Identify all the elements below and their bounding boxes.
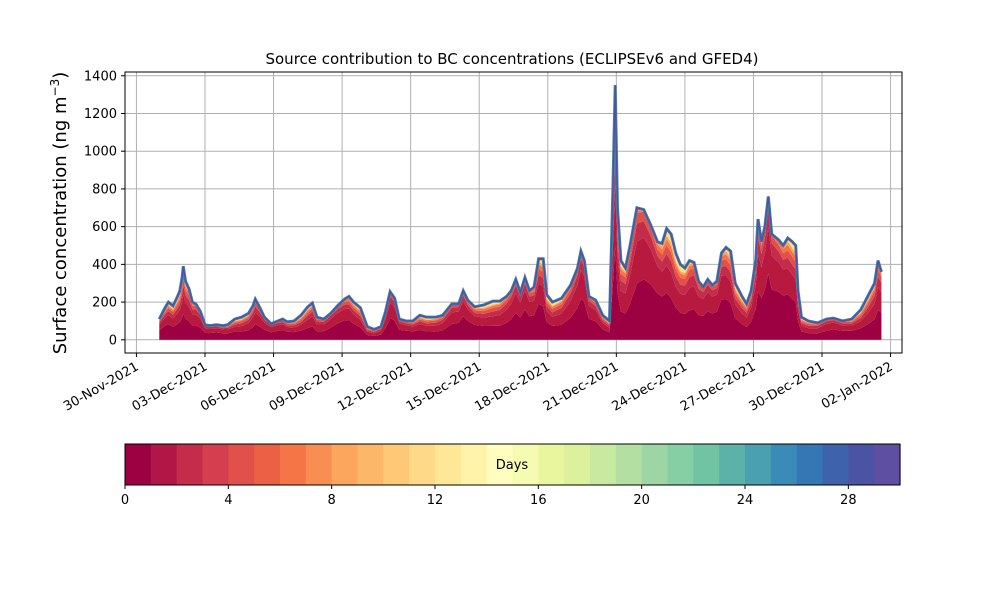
area-layer	[159, 246, 882, 340]
colorbar-segment	[564, 444, 591, 485]
colorbar-segment	[641, 444, 669, 485]
colorbar-segment	[202, 444, 229, 485]
x-axis: 30-Nov-202103-Dec-202106-Dec-202109-Dec-…	[61, 353, 896, 415]
x-tick-label: 03-Dec-2021	[130, 359, 210, 414]
x-tick-label: 30-Nov-2021	[61, 359, 141, 414]
y-tick-label: 600	[92, 220, 117, 235]
colorbar-segment	[615, 444, 643, 485]
x-tick-label: 24-Dec-2021	[610, 359, 690, 414]
x-tick-label: 09-Dec-2021	[267, 359, 347, 414]
x-tick-label: 30-Dec-2021	[747, 359, 827, 414]
colorbar-segment	[745, 444, 772, 485]
colorbar-segment	[822, 444, 849, 485]
colorbar-frame	[124, 443, 901, 486]
y-tick-label: 400	[92, 258, 117, 273]
colorbar-segment	[435, 444, 462, 485]
colorbar-segment	[486, 444, 514, 485]
colorbar-segment	[874, 444, 901, 485]
y-tick-label: 800	[92, 182, 117, 197]
colorbar: 0 4 8 12 16 20 24 28	[121, 443, 901, 508]
y-tick-label: 1000	[84, 145, 117, 160]
colorbar-tick-label: 4	[224, 493, 232, 508]
x-tick-label: 18-Dec-2021	[472, 359, 552, 414]
y-axis-label-close: )	[50, 72, 71, 79]
colorbar-segment	[409, 444, 436, 485]
y-axis-label-main: Surface concentration (ng m	[50, 96, 71, 354]
colorbar-segment	[590, 444, 617, 485]
colorbar-segment	[331, 444, 359, 485]
colorbar-segment	[538, 444, 565, 485]
colorbar-segment	[176, 444, 204, 485]
colorbar-segment	[796, 444, 824, 485]
y-tick-label: 0	[109, 333, 117, 348]
colorbar-tick-label: 8	[328, 493, 336, 508]
y-axis-label: Surface concentration (ng m−3)	[48, 72, 71, 355]
colorbar-segment	[719, 444, 746, 485]
x-tick-label: 02-Jan-2022	[819, 359, 896, 412]
stacked-areas	[157, 85, 883, 340]
y-axis: 0 200 400 600 800 1000 1200 1400	[84, 69, 125, 348]
area-outline-oldest	[158, 85, 883, 331]
colorbar-tick-label: 0	[121, 493, 129, 508]
x-tick-label: 06-Dec-2021	[198, 359, 278, 414]
x-tick-label: 15-Dec-2021	[404, 359, 484, 414]
colorbar-segment	[125, 444, 152, 485]
y-tick-label: 1200	[84, 107, 117, 122]
colorbar-segment	[357, 444, 384, 485]
x-tick-label: 12-Dec-2021	[335, 359, 415, 414]
colorbar-segment	[693, 444, 720, 485]
colorbar-tick-label: 24	[737, 493, 754, 508]
colorbar-segment	[667, 444, 694, 485]
colorbar-segment	[460, 444, 488, 485]
colorbar-segment	[383, 444, 410, 485]
colorbar-tick-label: 28	[840, 493, 857, 508]
y-tick-label: 200	[92, 296, 117, 311]
plot-frame	[124, 71, 903, 354]
y-axis-label-sup: −3	[48, 79, 62, 97]
y-tick-label: 1400	[84, 69, 117, 84]
colorbar-segment	[280, 444, 307, 485]
colorbar-segment	[150, 444, 178, 485]
colorbar-segment	[228, 444, 255, 485]
colorbar-segment	[254, 444, 281, 485]
colorbar-segment	[305, 444, 333, 485]
colorbar-tick-label: 12	[427, 493, 444, 508]
colorbar-segment	[512, 444, 539, 485]
chart-title: Source contribution to BC concentrations…	[265, 50, 758, 68]
x-tick-label: 21-Dec-2021	[541, 359, 621, 414]
colorbar-segment	[848, 444, 875, 485]
colorbar-segment	[770, 444, 798, 485]
area-layer	[159, 154, 882, 334]
colorbar-tick-label: 16	[530, 493, 547, 508]
colorbar-label: Days	[496, 458, 529, 473]
x-tick-label: 27-Dec-2021	[678, 359, 758, 414]
area-layer	[159, 185, 882, 337]
colorbar-tick-label: 20	[633, 493, 650, 508]
